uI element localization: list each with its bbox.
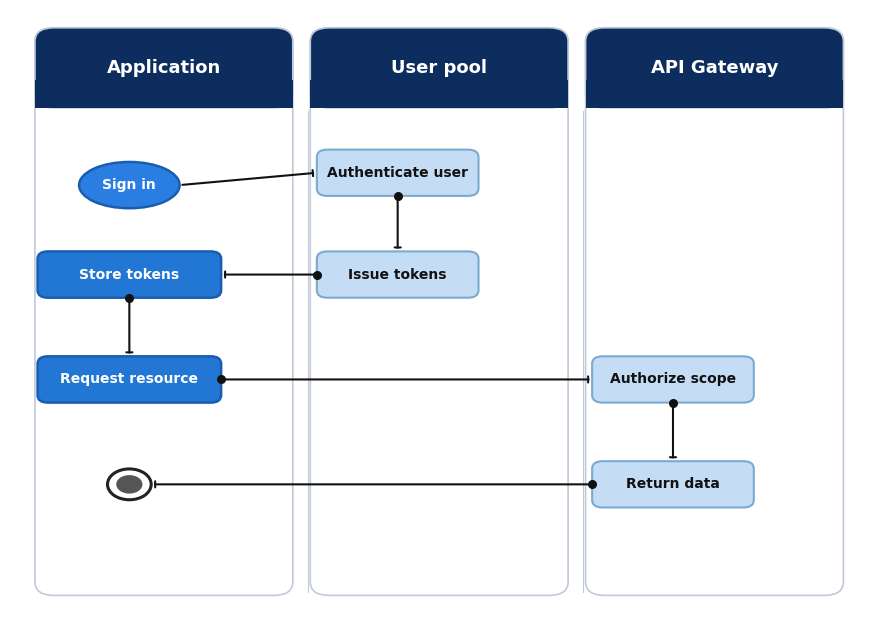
Text: Return data: Return data xyxy=(626,478,720,491)
Text: Authorize scope: Authorize scope xyxy=(610,373,736,386)
FancyBboxPatch shape xyxy=(317,252,479,297)
Bar xyxy=(586,80,843,108)
Text: User pool: User pool xyxy=(392,59,487,77)
Circle shape xyxy=(116,475,142,494)
FancyBboxPatch shape xyxy=(586,28,843,595)
Text: Authenticate user: Authenticate user xyxy=(327,166,468,180)
FancyBboxPatch shape xyxy=(35,28,293,595)
Circle shape xyxy=(108,469,151,500)
FancyBboxPatch shape xyxy=(38,357,221,402)
Text: Request resource: Request resource xyxy=(60,373,198,386)
FancyBboxPatch shape xyxy=(35,28,293,108)
Bar xyxy=(310,80,568,108)
Ellipse shape xyxy=(80,162,180,209)
FancyBboxPatch shape xyxy=(310,28,568,595)
Text: Store tokens: Store tokens xyxy=(80,268,179,281)
FancyBboxPatch shape xyxy=(586,28,843,108)
Text: Issue tokens: Issue tokens xyxy=(349,268,447,281)
Text: Sign in: Sign in xyxy=(102,178,156,192)
FancyBboxPatch shape xyxy=(593,462,753,507)
FancyBboxPatch shape xyxy=(310,28,568,108)
FancyBboxPatch shape xyxy=(317,150,479,196)
FancyBboxPatch shape xyxy=(593,357,753,402)
FancyBboxPatch shape xyxy=(38,252,221,297)
Text: Application: Application xyxy=(107,59,221,77)
Bar xyxy=(35,80,293,108)
Text: API Gateway: API Gateway xyxy=(651,59,778,77)
